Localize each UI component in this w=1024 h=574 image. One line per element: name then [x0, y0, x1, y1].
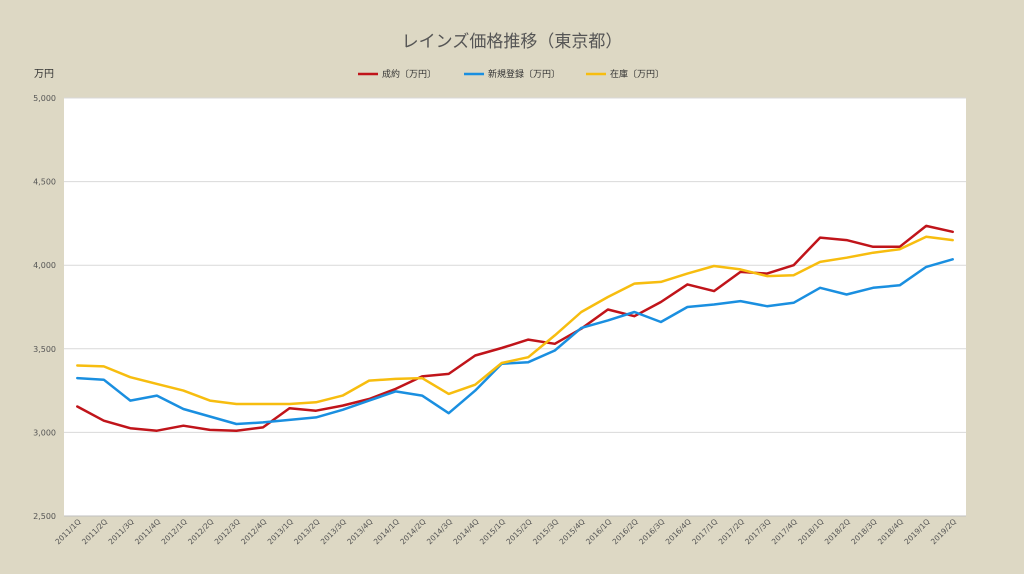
y-axis-unit-label: 万円: [34, 69, 54, 80]
x-tick-label: 2013/1Q: [266, 517, 295, 546]
series-lines: [76, 224, 954, 432]
legend-label: 新規登録〔万円〕: [488, 68, 560, 80]
x-tick-label: 2015/3Q: [531, 517, 560, 546]
gridlines: [64, 97, 966, 517]
x-tick-label: 2011/1Q: [53, 517, 82, 546]
x-tick-label: 2015/2Q: [504, 517, 533, 546]
x-tick-label: 2013/4Q: [345, 517, 374, 546]
legend-label: 在庫〔万円〕: [610, 68, 664, 80]
x-tick-label: 2012/2Q: [186, 517, 215, 546]
chart-title: レインズ価格推移（東京都）: [402, 32, 623, 52]
y-tick-label: 4,000: [33, 261, 56, 270]
y-axis-ticks: 2,500 3,000 3,500 4,000 4,500 5,000: [33, 94, 56, 521]
series-line-1: [76, 224, 954, 432]
y-tick-label: 2,500: [33, 512, 56, 521]
x-tick-label: 2013/3Q: [319, 517, 348, 546]
y-tick-label: 5,000: [33, 94, 56, 103]
x-tick-label: 2018/1Q: [796, 517, 825, 546]
y-tick-label: 3,000: [33, 428, 56, 437]
x-tick-label: 2015/4Q: [558, 517, 587, 546]
y-tick-label: 3,500: [33, 345, 56, 354]
x-tick-label: 2011/3Q: [107, 517, 136, 546]
x-tick-label: 2016/3Q: [637, 517, 666, 546]
x-tick-label: 2019/2Q: [929, 517, 958, 546]
x-tick-label: 2018/4Q: [876, 517, 905, 546]
x-tick-label: 2011/2Q: [80, 517, 109, 546]
legend-label: 成約〔万円〕: [382, 68, 436, 80]
x-tick-label: 2016/1Q: [584, 517, 613, 546]
x-tick-label: 2014/1Q: [372, 517, 401, 546]
legend-item-1[interactable]: 成約〔万円〕: [358, 68, 436, 80]
x-tick-label: 2012/3Q: [213, 517, 242, 546]
legend-item-3[interactable]: 在庫〔万円〕: [586, 68, 664, 80]
x-tick-label: 2017/1Q: [690, 517, 719, 546]
x-tick-label: 2015/1Q: [478, 517, 507, 546]
x-tick-label: 2018/2Q: [823, 517, 852, 546]
x-axis-ticks: 2011/1Q2011/2Q2011/3Q2011/4Q2012/1Q2012/…: [53, 517, 958, 546]
x-tick-label: 2016/4Q: [664, 517, 693, 546]
x-tick-label: 2014/3Q: [425, 517, 454, 546]
x-tick-label: 2016/2Q: [611, 517, 640, 546]
x-tick-label: 2017/4Q: [770, 517, 799, 546]
x-tick-label: 2018/3Q: [849, 517, 878, 546]
plot-area: [64, 98, 966, 516]
x-tick-label: 2012/1Q: [160, 517, 189, 546]
x-tick-label: 2017/3Q: [743, 517, 772, 546]
x-tick-label: 2014/4Q: [451, 517, 480, 546]
x-tick-label: 2013/2Q: [292, 517, 321, 546]
x-tick-label: 2017/2Q: [717, 517, 746, 546]
y-tick-label: 4,500: [33, 178, 56, 187]
x-tick-label: 2011/4Q: [133, 517, 162, 546]
x-tick-label: 2014/2Q: [398, 517, 427, 546]
x-tick-label: 2019/1Q: [902, 517, 931, 546]
series-line-3: [76, 235, 954, 406]
legend-item-2[interactable]: 新規登録〔万円〕: [464, 68, 560, 80]
legend[interactable]: 成約〔万円〕 新規登録〔万円〕 在庫〔万円〕: [358, 68, 664, 80]
series-line-2: [76, 258, 954, 426]
x-tick-label: 2012/4Q: [239, 517, 268, 546]
